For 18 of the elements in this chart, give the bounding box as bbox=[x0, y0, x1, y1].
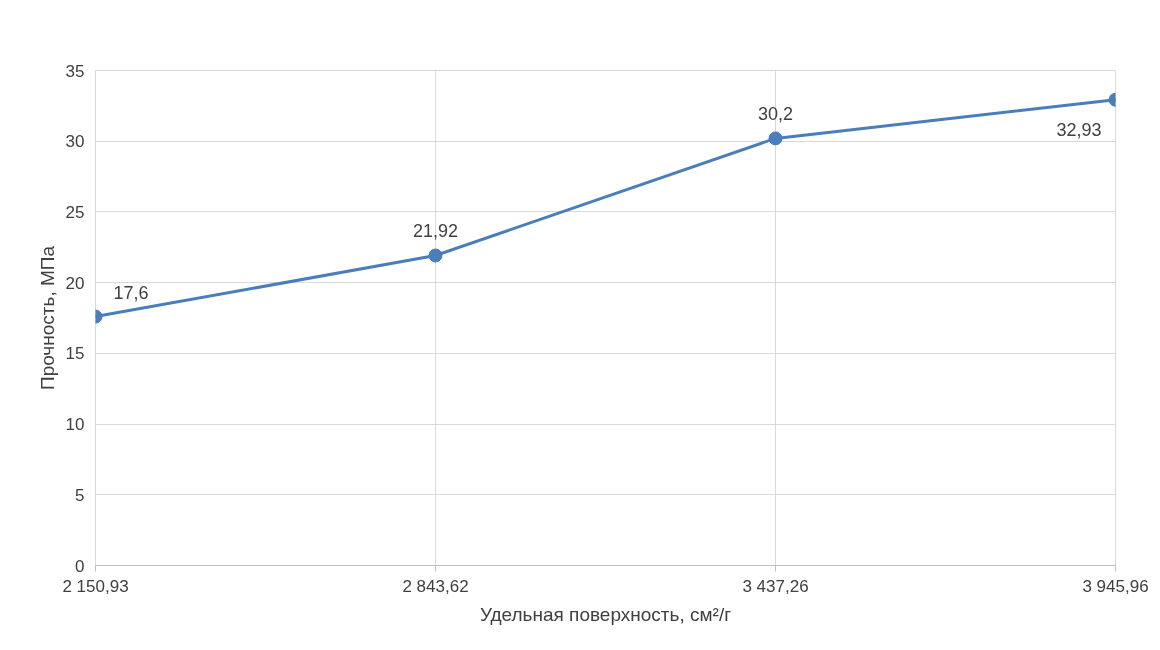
data-label: 17,6 bbox=[113, 282, 149, 303]
data-label: 30,2 bbox=[757, 104, 794, 125]
y-tick-label: 15 bbox=[65, 344, 85, 364]
x-tick-label: 2 843,62 bbox=[402, 576, 469, 596]
y-tick-label: 25 bbox=[65, 202, 85, 222]
x-tick-label: 2 150,93 bbox=[62, 576, 129, 596]
y-tick-label: 5 bbox=[75, 485, 85, 505]
y-tick-label: 0 bbox=[75, 556, 85, 576]
x-tick-label: 3 437,26 bbox=[742, 576, 809, 596]
x-tick-label: 3 945,96 bbox=[1082, 576, 1149, 596]
y-tick-label: 30 bbox=[65, 132, 85, 152]
data-label: 32,93 bbox=[1056, 119, 1102, 140]
y-tick-label: 35 bbox=[65, 61, 85, 81]
y-tick-label: 10 bbox=[65, 415, 85, 435]
y-axis-title: Прочность, МПа bbox=[36, 245, 58, 391]
y-tick-label: 20 bbox=[65, 273, 85, 293]
data-label: 21,92 bbox=[412, 221, 459, 242]
x-axis-title: Удельная поверхность, см²/г bbox=[479, 603, 732, 625]
